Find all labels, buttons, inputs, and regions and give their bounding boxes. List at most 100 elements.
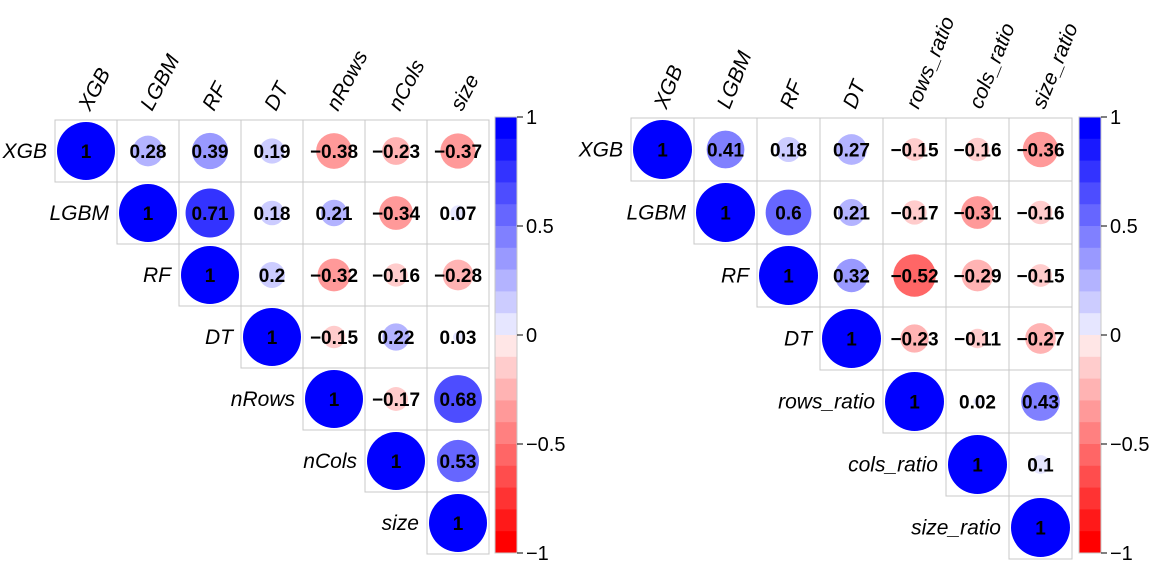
colorbar-tick-label: −1 xyxy=(1110,543,1133,564)
row-label-XGB: XGB xyxy=(2,140,47,163)
corr-value-DT-rows_ratio: −0.23 xyxy=(890,330,938,351)
corr-circle-RF-cols_ratio xyxy=(961,259,994,292)
corr-value-XGB-LGBM: 0.41 xyxy=(707,141,744,162)
corr-circle-nRows-size xyxy=(434,375,482,423)
corr-value-DT-size_ratio: −0.27 xyxy=(1016,330,1064,351)
corr-circle-rows_ratio-size_ratio xyxy=(1021,382,1060,421)
corr-circle-RF-nCols xyxy=(384,263,408,287)
corr-value-cols_ratio-size_ratio: 0.1 xyxy=(1027,456,1054,477)
corr-value-XGB-size_ratio: −0.36 xyxy=(1016,141,1064,162)
corr-value-LGBM-size: 0.07 xyxy=(440,204,477,225)
corr-circle-XGB-DT xyxy=(259,138,285,164)
colorbar-tick-label: −0.5 xyxy=(1110,434,1149,456)
colorbar-segment xyxy=(1079,247,1101,271)
corr-value-XGB-RF: 0.39 xyxy=(192,142,229,163)
corr-value-RF-RF: 1 xyxy=(783,267,794,288)
corr-circle-size-size xyxy=(429,494,487,552)
colorbar-tick-label: −1 xyxy=(526,543,549,564)
corr-value-nRows-nRows: 1 xyxy=(329,390,340,411)
colorbar-segment xyxy=(1079,269,1101,292)
corr-value-XGB-RF: 0.18 xyxy=(770,141,807,162)
corr-circle-LGBM-RF xyxy=(765,189,812,236)
corr-circle-RF-RF xyxy=(181,246,239,304)
colorbar-segment xyxy=(495,269,517,292)
colorbar-tick-label: 0 xyxy=(526,325,537,347)
corr-value-LGBM-RF: 0.71 xyxy=(192,204,229,225)
corr-circle-RF-nRows xyxy=(317,258,351,292)
corr-circle-DT-nCols xyxy=(382,323,410,351)
colorbar-tick-label: −0.5 xyxy=(526,434,565,456)
colorbar-segment xyxy=(1079,531,1101,554)
corr-value-RF-rows_ratio: −0.52 xyxy=(890,267,938,288)
row-label-DT: DT xyxy=(784,328,814,351)
column-label-RF: RF xyxy=(776,76,808,112)
corr-circle-size_ratio-size_ratio xyxy=(1011,498,1070,557)
corr-circle-RF-DT xyxy=(834,258,869,293)
corr-circle-LGBM-nCols xyxy=(379,196,413,230)
column-label-XGB: XGB xyxy=(649,62,687,113)
corr-circle-LGBM-LGBM xyxy=(119,184,177,242)
colorbar-segment xyxy=(1079,138,1101,162)
corr-circle-XGB-RF xyxy=(775,136,802,163)
corr-value-XGB-LGBM: 0.28 xyxy=(130,142,167,163)
colorbar-segment xyxy=(1079,182,1101,205)
colorbar-segment xyxy=(1079,204,1101,227)
colorbar-segment xyxy=(495,160,517,183)
corr-value-XGB-cols_ratio: −0.16 xyxy=(953,141,1001,162)
corr-value-XGB-rows_ratio: −0.15 xyxy=(890,141,939,162)
corr-circle-RF-RF xyxy=(759,246,818,305)
corr-circle-XGB-LGBM xyxy=(706,130,745,169)
corr-value-LGBM-cols_ratio: −0.31 xyxy=(953,204,1002,225)
corr-circle-DT-DT xyxy=(243,308,301,366)
colorbar-segment xyxy=(495,465,517,489)
corr-value-XGB-XGB: 1 xyxy=(657,141,668,162)
corr-circle-XGB-DT xyxy=(836,134,867,165)
column-label-RF: RF xyxy=(198,78,232,115)
corr-circle-LGBM-RF xyxy=(185,188,235,238)
row-label-RF: RF xyxy=(143,264,172,287)
row-label-DT: DT xyxy=(205,326,235,349)
colorbar-segment xyxy=(1079,226,1101,249)
row-label-XGB: XGB xyxy=(578,139,623,162)
colorbar-segment xyxy=(495,117,517,140)
corr-circle-DT-rows_ratio xyxy=(900,324,929,353)
column-label-LGBM: LGBM xyxy=(713,48,757,112)
colorbar-segment xyxy=(495,247,517,271)
row-label-size_ratio: size_ratio xyxy=(911,517,1001,540)
corr-value-LGBM-size_ratio: −0.16 xyxy=(1016,204,1064,225)
corr-value-RF-size_ratio: −0.15 xyxy=(1016,267,1065,288)
colorbar-segment xyxy=(495,422,517,445)
corr-circle-LGBM-DT xyxy=(837,198,866,227)
corr-value-LGBM-RF: 0.6 xyxy=(775,204,801,225)
colorbar-segment xyxy=(495,204,517,227)
colorbar-segment xyxy=(1079,117,1101,140)
colorbar-tick-label: 0 xyxy=(1110,325,1121,347)
corr-value-LGBM-nRows: 0.21 xyxy=(316,204,353,225)
corr-value-size-size: 1 xyxy=(453,514,464,535)
row-label-size: size xyxy=(382,512,419,535)
corr-value-RF-DT: 0.2 xyxy=(259,266,285,287)
corr-circle-nRows-nCols xyxy=(384,387,408,411)
corr-circle-XGB-RF xyxy=(191,132,229,170)
colorbar-segment xyxy=(495,531,517,554)
corr-value-XGB-size: −0.37 xyxy=(434,142,482,163)
corr-circle-XGB-XGB xyxy=(633,120,692,179)
corr-value-RF-cols_ratio: −0.29 xyxy=(953,267,1001,288)
colorbar-segment xyxy=(1079,160,1101,183)
colorbar-segment xyxy=(1079,291,1101,314)
row-label-RF: RF xyxy=(721,265,750,288)
corr-circle-nRows-nRows xyxy=(305,370,363,428)
colorbar-tick-label: 1 xyxy=(1110,107,1121,129)
colorbar-tick-label: 1 xyxy=(526,107,537,129)
colorbar-segment xyxy=(495,356,517,380)
corr-value-cols_ratio-cols_ratio: 1 xyxy=(972,456,983,477)
corr-circle-XGB-XGB xyxy=(57,122,115,180)
corr-circle-RF-size_ratio xyxy=(1029,264,1052,287)
colorbar-segment xyxy=(1079,378,1101,401)
column-label-DT: DT xyxy=(260,77,294,114)
corr-circle-RF-rows_ratio xyxy=(893,254,936,297)
column-label-nCols: nCols xyxy=(384,56,430,115)
